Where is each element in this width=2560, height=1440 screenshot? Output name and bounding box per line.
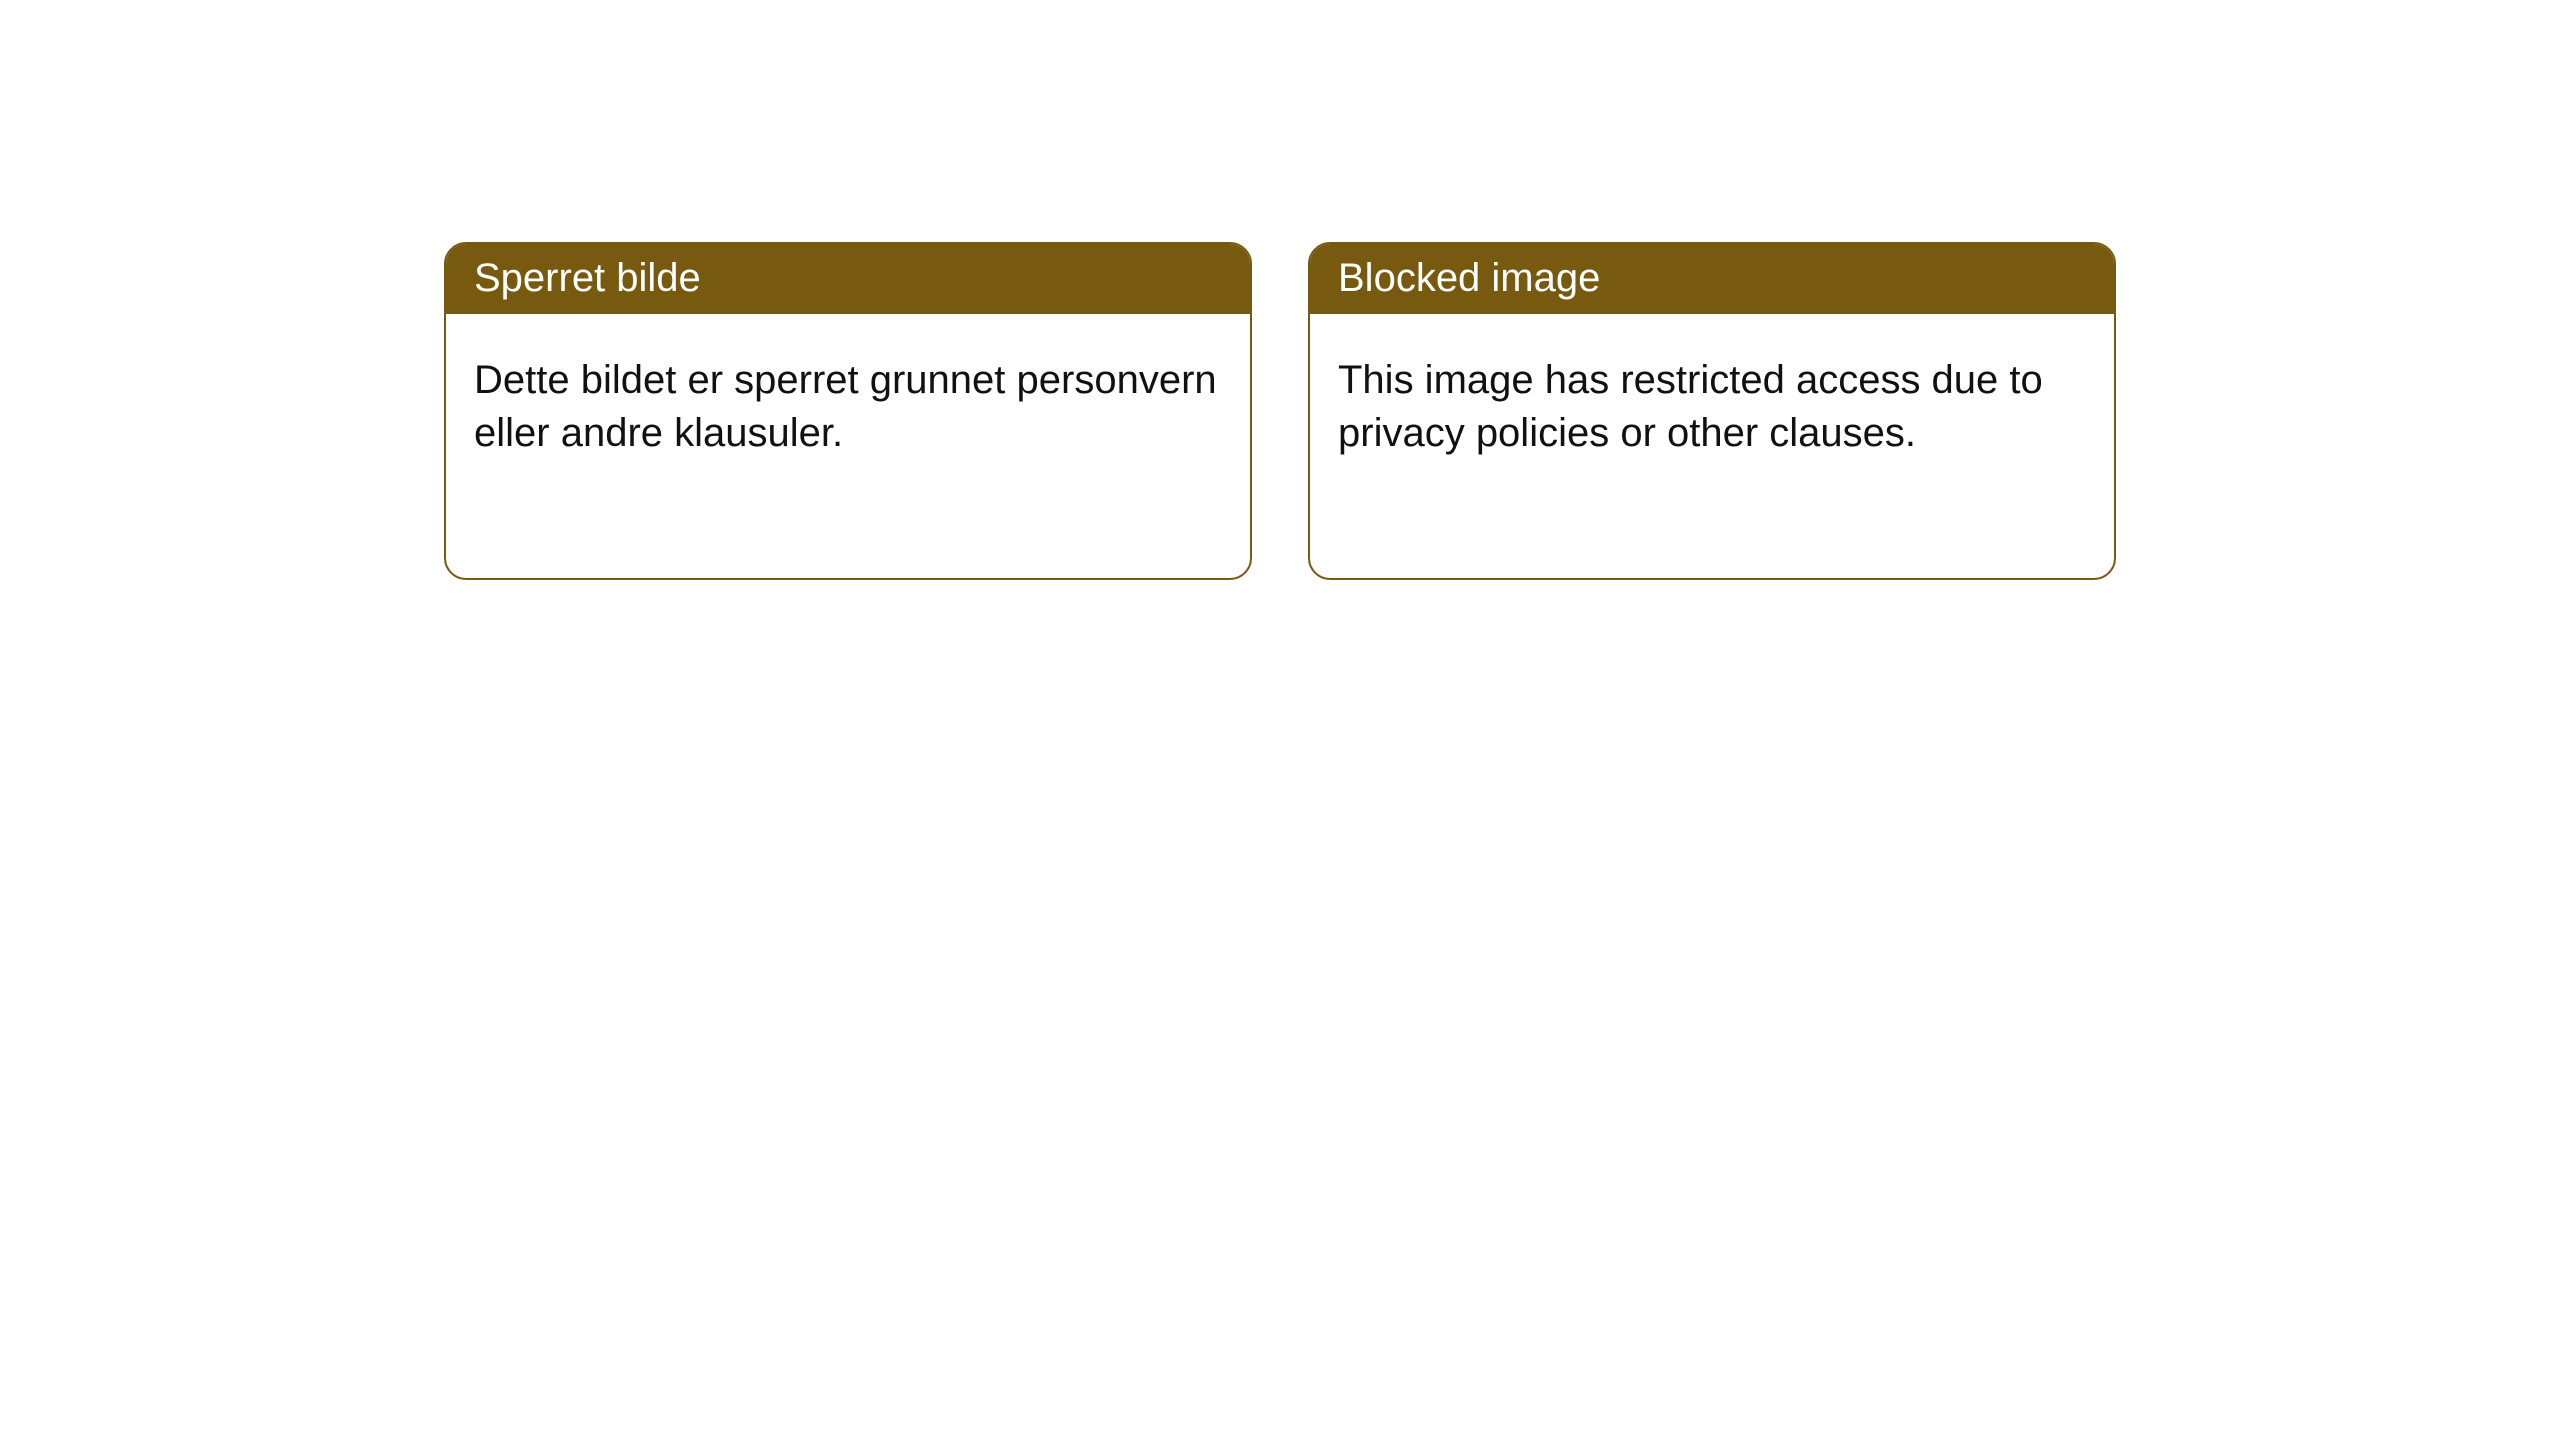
notice-title-norwegian: Sperret bilde	[446, 244, 1250, 314]
notice-card-norwegian: Sperret bilde Dette bildet er sperret gr…	[444, 242, 1252, 580]
notice-row: Sperret bilde Dette bildet er sperret gr…	[0, 0, 2560, 580]
notice-body-english: This image has restricted access due to …	[1310, 314, 2114, 488]
notice-title-english: Blocked image	[1310, 244, 2114, 314]
notice-body-norwegian: Dette bildet er sperret grunnet personve…	[446, 314, 1250, 488]
notice-card-english: Blocked image This image has restricted …	[1308, 242, 2116, 580]
